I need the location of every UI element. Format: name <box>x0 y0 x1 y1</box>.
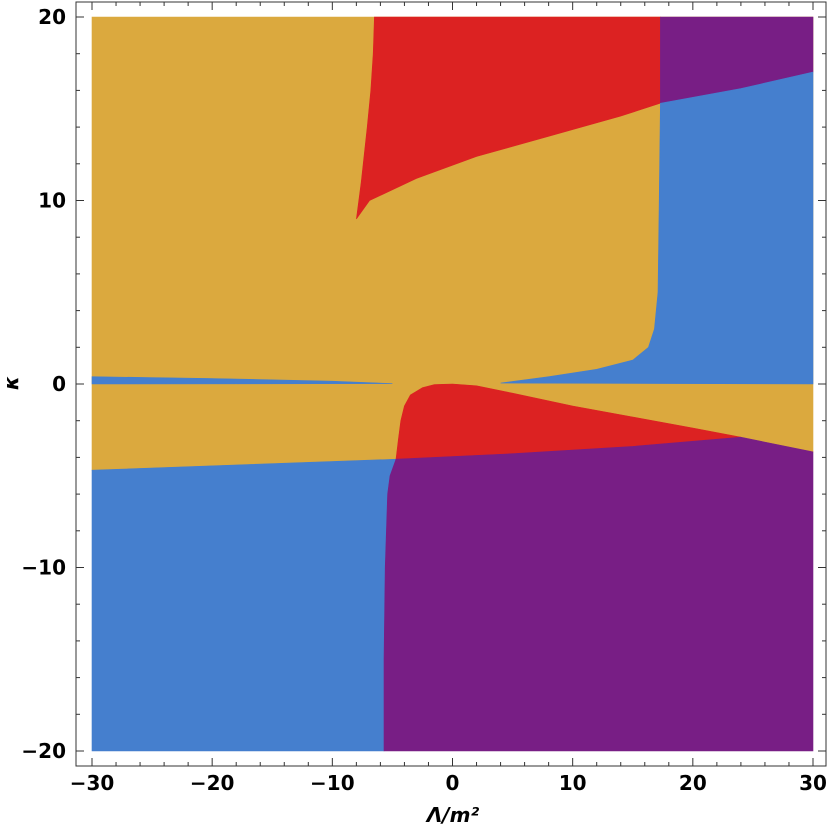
axis-ticks <box>76 2 826 766</box>
region-red-1 <box>356 16 661 220</box>
y-tick-label: 10 <box>38 189 66 213</box>
x-tick-label: −10 <box>310 771 355 795</box>
x-tick-label: −20 <box>190 771 235 795</box>
region-blue-3 <box>500 71 814 385</box>
x-tick-label: −30 <box>70 771 115 795</box>
region-blue-4 <box>91 376 393 385</box>
x-tick-label: 10 <box>559 771 587 795</box>
region-purple-7 <box>383 436 814 752</box>
x-tick-label: 30 <box>799 771 827 795</box>
x-tick-label: 0 <box>446 771 460 795</box>
region-blue-5 <box>91 458 397 752</box>
y-tick-label: 0 <box>52 372 66 396</box>
x-axis-label: Λ/m² <box>425 803 480 827</box>
y-axis-label: κ <box>0 376 23 390</box>
y-tick-label: −20 <box>21 739 66 763</box>
y-tick-label: 20 <box>38 5 66 29</box>
x-tick-label: 20 <box>679 771 707 795</box>
plot-regions <box>91 16 814 752</box>
y-tick-label: −10 <box>21 556 66 580</box>
